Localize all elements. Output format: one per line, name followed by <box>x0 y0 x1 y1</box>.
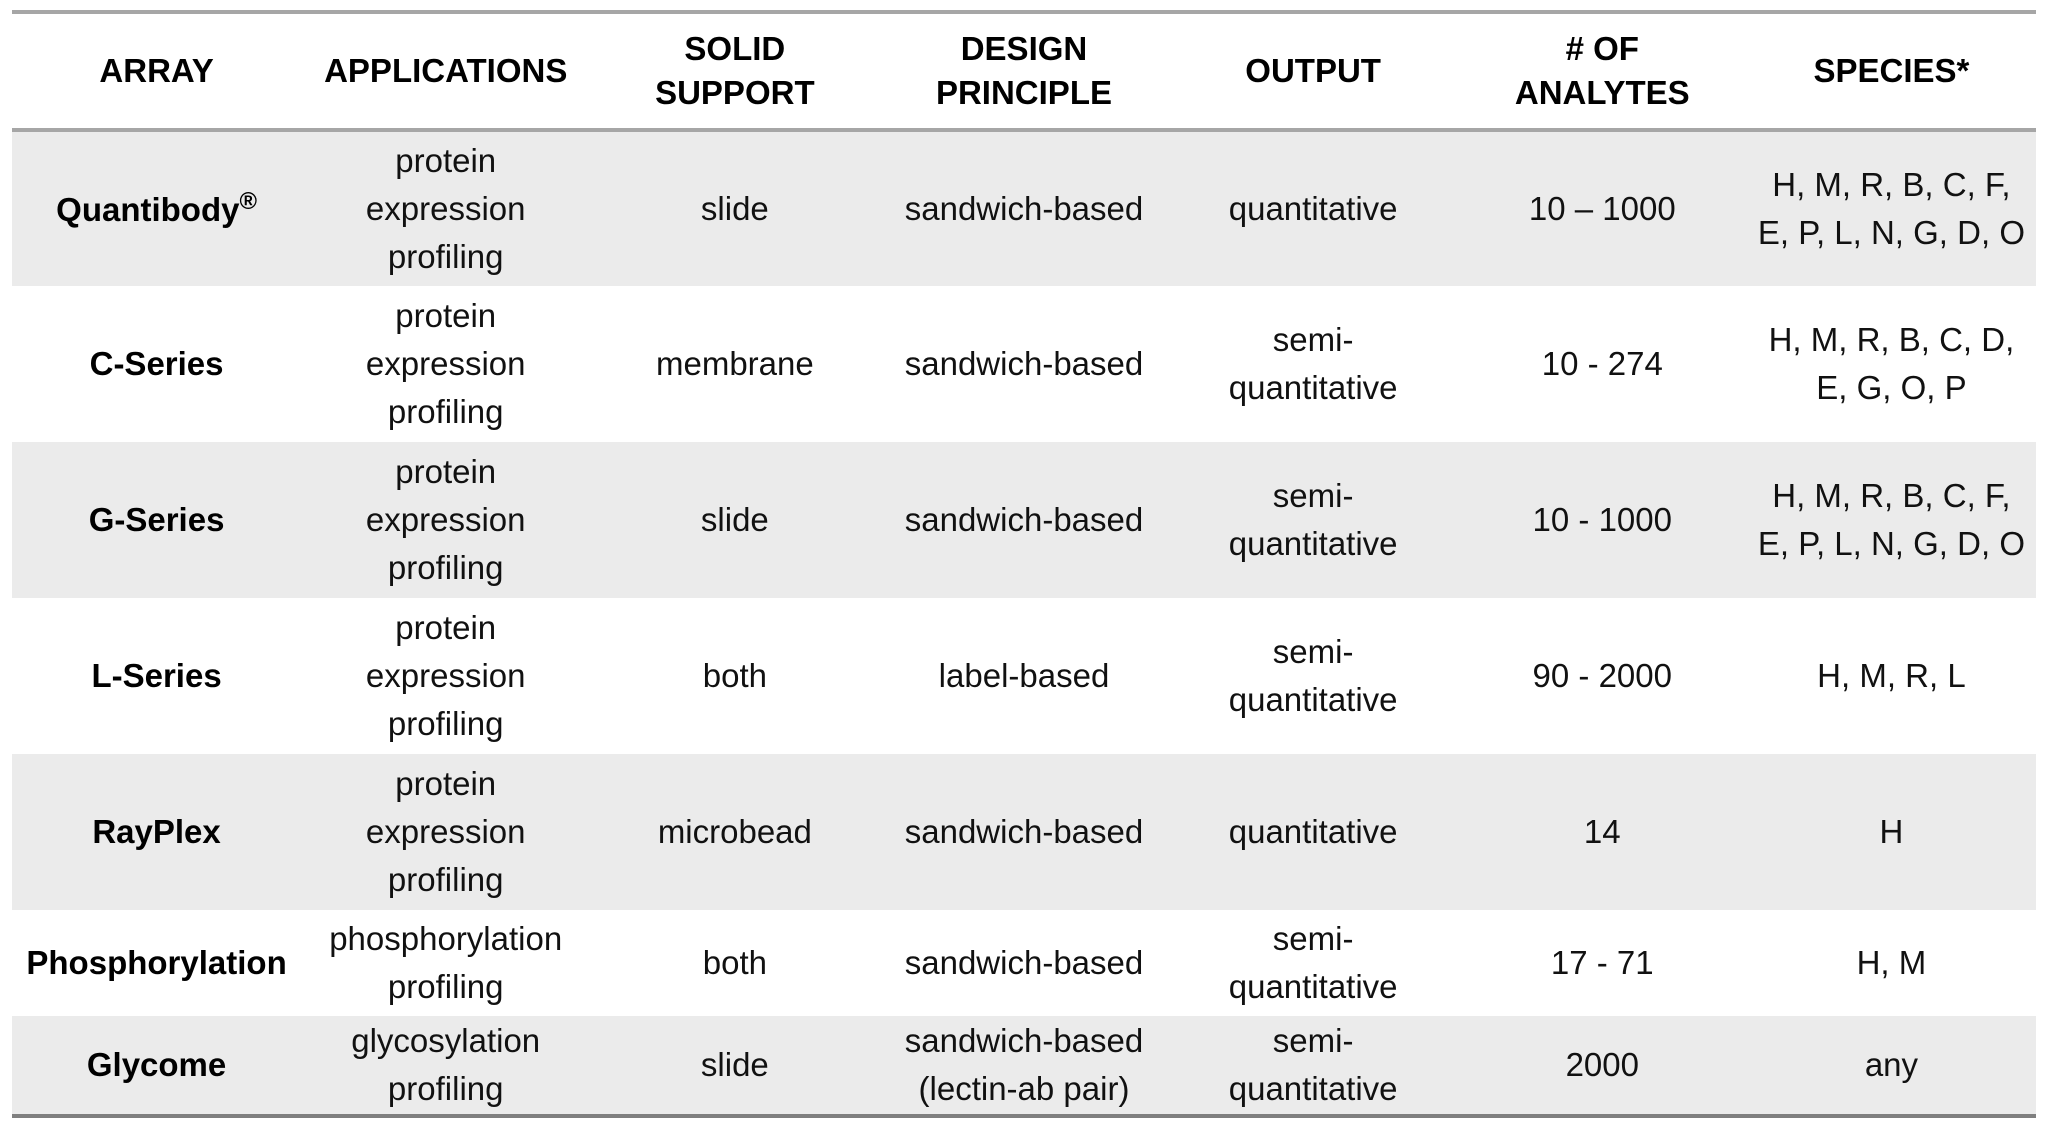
species-cell: H, M, R, B, C, D, E, G, O, P <box>1768 321 2015 406</box>
array-cell: L-Series <box>12 598 301 754</box>
table-row: Phosphorylation phosphorylation profiling… <box>12 910 2036 1016</box>
solid-support-cell: slide <box>700 1046 769 1084</box>
array-name: Phosphorylation <box>26 944 287 982</box>
design-principle-cell: sandwich-based (lectin-ab pair) <box>904 1022 1144 1107</box>
design-principle-cell: sandwich-based <box>904 501 1144 539</box>
design-principle-cell: sandwich-based <box>904 813 1144 851</box>
column-header-solid-support: SOLID SUPPORT <box>590 12 880 132</box>
output-cell: semi- quantitative <box>1228 477 1398 562</box>
output-cell: quantitative <box>1228 190 1398 228</box>
column-header-applications: APPLICATIONS <box>301 12 591 132</box>
array-cell: Glycome <box>12 1016 301 1116</box>
solid-support-cell: microbead <box>657 813 812 851</box>
applications-cell: protein expression profiling <box>365 609 526 742</box>
output-cell: semi- quantitative <box>1228 321 1398 406</box>
table-row: L-Series protein expression profiling both… <box>12 598 2036 754</box>
array-name: C-Series <box>89 345 224 383</box>
header-row: ARRAY APPLICATIONS SOLID SUPPORT DESIGN … <box>12 12 2036 132</box>
array-cell: G-Series <box>12 442 301 598</box>
column-header-array: ARRAY <box>12 12 302 132</box>
array-name: Glycome <box>86 1046 227 1084</box>
array-name: RayPlex <box>92 813 221 851</box>
array-name: G-Series <box>88 501 225 539</box>
column-header-output: OUTPUT <box>1168 12 1458 132</box>
design-principle-cell: sandwich-based <box>904 190 1144 228</box>
num-analytes-cell: 17 - 71 <box>1550 944 1654 982</box>
solid-support-cell: slide <box>700 501 769 539</box>
table-row: Quantibody® protein expression profiling s… <box>12 130 2036 286</box>
array-cell: Phosphorylation <box>12 910 301 1016</box>
num-analytes-cell: 10 – 1000 <box>1528 190 1676 228</box>
array-cell: C-Series <box>12 286 301 442</box>
solid-support-cell: both <box>702 944 767 982</box>
num-analytes-cell: 10 - 274 <box>1541 345 1663 383</box>
species-cell: H <box>1879 813 1904 851</box>
array-name: Quantibody <box>56 190 240 228</box>
solid-support-cell: slide <box>700 190 769 228</box>
table-row: Glycome glycosylation profiling slide sandw… <box>12 1016 2036 1116</box>
solid-support-cell: membrane <box>655 345 814 383</box>
design-principle-cell: label-based <box>938 657 1110 695</box>
applications-cell: protein expression profiling <box>365 142 526 275</box>
species-cell: H, M, R, L <box>1817 657 1966 695</box>
output-cell: semi- quantitative <box>1228 1022 1398 1107</box>
num-analytes-cell: 14 <box>1583 813 1621 851</box>
applications-cell: protein expression profiling <box>365 297 526 430</box>
species-cell: H, M, R, B, C, F, E, P, L, N, G, D, O <box>1757 166 2025 251</box>
table-row: G-Series protein expression profiling slid… <box>12 442 2036 598</box>
array-comparison-table: ARRAY APPLICATIONS SOLID SUPPORT DESIGN … <box>12 10 2036 1118</box>
num-analytes-cell: 10 - 1000 <box>1532 501 1672 539</box>
applications-cell: protein expression profiling <box>365 453 526 586</box>
array-cell: RayPlex <box>12 754 301 910</box>
applications-cell: phosphorylation profiling <box>329 920 563 1005</box>
table-header: ARRAY APPLICATIONS SOLID SUPPORT DESIGN … <box>12 12 2036 132</box>
solid-support-cell: both <box>702 657 767 695</box>
species-cell: H, M, R, B, C, F, E, P, L, N, G, D, O <box>1757 477 2025 562</box>
array-cell: Quantibody® <box>12 130 301 286</box>
column-header-species: SPECIES* <box>1746 12 2036 132</box>
output-cell: quantitative <box>1228 813 1398 851</box>
applications-cell: glycosylation profiling <box>351 1022 541 1107</box>
design-principle-cell: sandwich-based <box>904 345 1144 383</box>
table-body: Quantibody® protein expression profiling s… <box>12 130 2036 1116</box>
table-row: RayPlex protein expression profiling micro… <box>12 754 2036 910</box>
output-cell: semi- quantitative <box>1228 920 1398 1005</box>
design-principle-cell: sandwich-based <box>904 944 1144 982</box>
species-cell: any <box>1864 1046 1919 1084</box>
table-row: C-Series protein expression profiling memb… <box>12 286 2036 442</box>
applications-cell: protein expression profiling <box>365 765 526 898</box>
column-header-num-analytes: # OF ANALYTES <box>1457 12 1747 132</box>
column-header-design-principle: DESIGN PRINCIPLE <box>879 12 1169 132</box>
array-name: L-Series <box>91 657 222 695</box>
num-analytes-cell: 90 - 2000 <box>1532 657 1672 695</box>
num-analytes-cell: 2000 <box>1565 1046 1639 1084</box>
species-cell: H, M <box>1856 944 1927 982</box>
output-cell: semi- quantitative <box>1228 633 1398 718</box>
registered-trademark-icon: ® <box>239 187 257 215</box>
